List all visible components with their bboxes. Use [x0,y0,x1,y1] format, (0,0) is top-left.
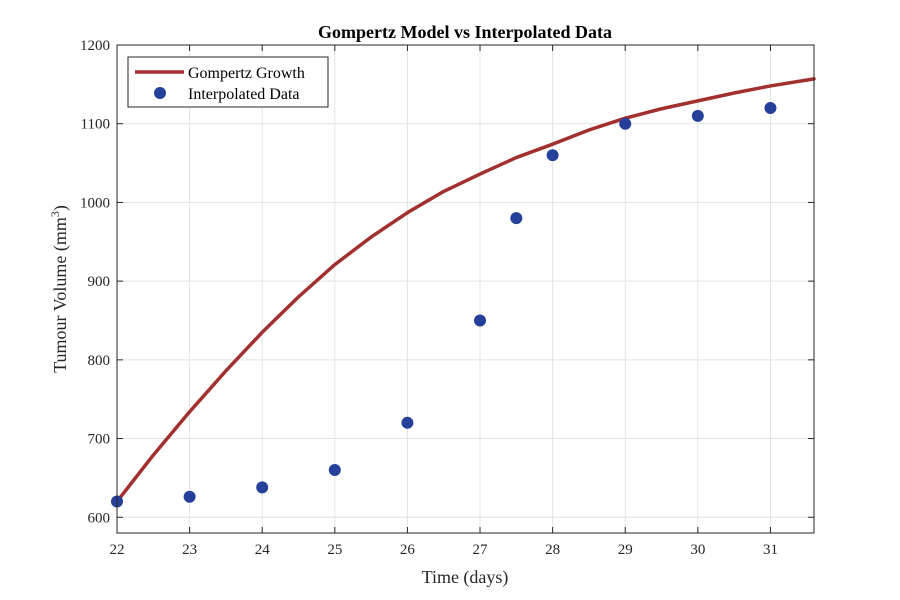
x-tick-label: 27 [473,542,489,558]
ticks: 22 23 24 25 26 27 28 29 30 31 600 700 800 900 1000 1100… [80,38,814,558]
x-axis-label: Time (days) [422,567,509,588]
interpolated-data-point [510,212,523,225]
x-tick-label: 29 [618,542,633,558]
series-layer [111,77,816,508]
y-axis-label-superscript: 3 [48,211,62,217]
y-tick-label: 1200 [80,38,110,54]
interpolated-data-point [183,490,196,503]
y-tick-label: 1000 [80,195,110,211]
y-axis-label-suffix: ) [50,205,71,211]
interpolated-data-point [619,117,632,130]
y-tick-label: 600 [88,510,111,526]
chart-title: Gompertz Model vs Interpolated Data [318,22,612,42]
y-axis-label-main: Tumour Volume (mm [50,217,71,373]
interpolated-data-point [256,481,269,494]
x-tick-label: 22 [110,542,125,558]
legend-marker-swatch [154,87,166,99]
interpolated-data-point [474,314,487,327]
interpolated-data-point [691,109,704,122]
x-tick-label: 24 [255,542,271,558]
x-tick-label: 26 [400,542,416,558]
legend-label-data: Interpolated Data [188,86,300,103]
legend-label-gompertz: Gompertz Growth [188,65,305,82]
y-tick-label: 1100 [81,117,110,133]
y-axis-label: Tumour Volume (mm3) [48,205,71,373]
gompertz-growth-line [115,77,816,504]
x-tick-label: 31 [763,542,778,558]
interpolated-data-point [546,149,559,162]
x-tick-label: 25 [327,542,342,558]
axes-box [116,44,815,534]
interpolated-data-point [764,101,777,114]
x-tick-label: 23 [182,542,197,558]
y-tick-label: 900 [88,274,111,290]
y-tick-label: 700 [88,432,111,448]
interpolated-data-point [401,416,414,429]
y-tick-label: 800 [88,353,111,369]
interpolated-data-point [328,464,341,477]
legend: Gompertz Growth Interpolated Data [127,56,329,108]
x-tick-label: 30 [690,542,705,558]
plot-area [117,45,814,533]
x-tick-label: 28 [545,542,560,558]
